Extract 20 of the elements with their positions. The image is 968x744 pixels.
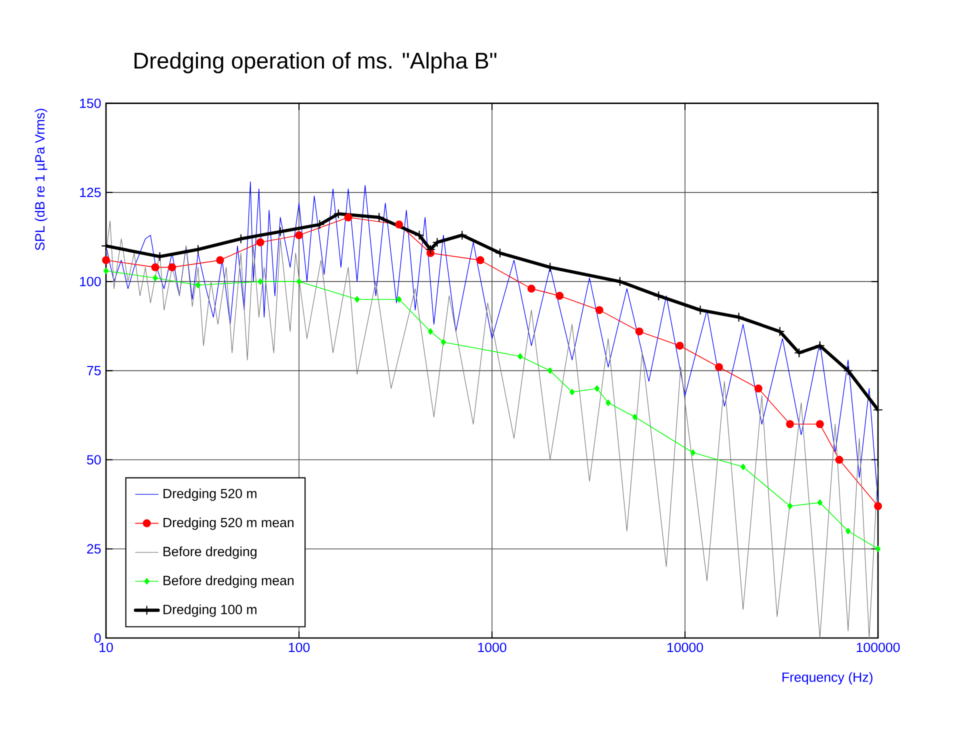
x-axis-title: Frequency (Hz) — [782, 672, 872, 685]
x-tick-label: 100 — [288, 642, 310, 652]
chart-title: Dredging operation of ms. "Alpha B" — [134, 52, 496, 74]
y-tick-label: 75 — [87, 366, 101, 376]
x-tick-label: 1000 — [478, 642, 506, 652]
y-axis-title: SPL (dB re 1 µPa Vrms) — [34, 108, 48, 250]
legend-label: Dredging 520 m — [164, 488, 256, 501]
x-tick-label: 10000 — [667, 642, 704, 652]
legend-label: Dredging 520 m mean — [164, 517, 294, 530]
x-tick-label: 100000 — [856, 642, 900, 652]
y-tick-label: 25 — [87, 544, 101, 554]
y-tick-label: 100 — [80, 276, 101, 286]
legend-label: Before dredging — [164, 546, 256, 559]
y-tick-label: 50 — [87, 455, 101, 464]
y-tick-label: 0 — [94, 633, 101, 643]
y-tick-label: 150 — [80, 98, 101, 108]
y-tick-label: 125 — [80, 188, 101, 198]
x-tick-label: 10 — [100, 642, 113, 652]
legend-label: Before dredging mean — [164, 575, 294, 588]
legend-label: Dredging 100 m — [164, 604, 256, 617]
